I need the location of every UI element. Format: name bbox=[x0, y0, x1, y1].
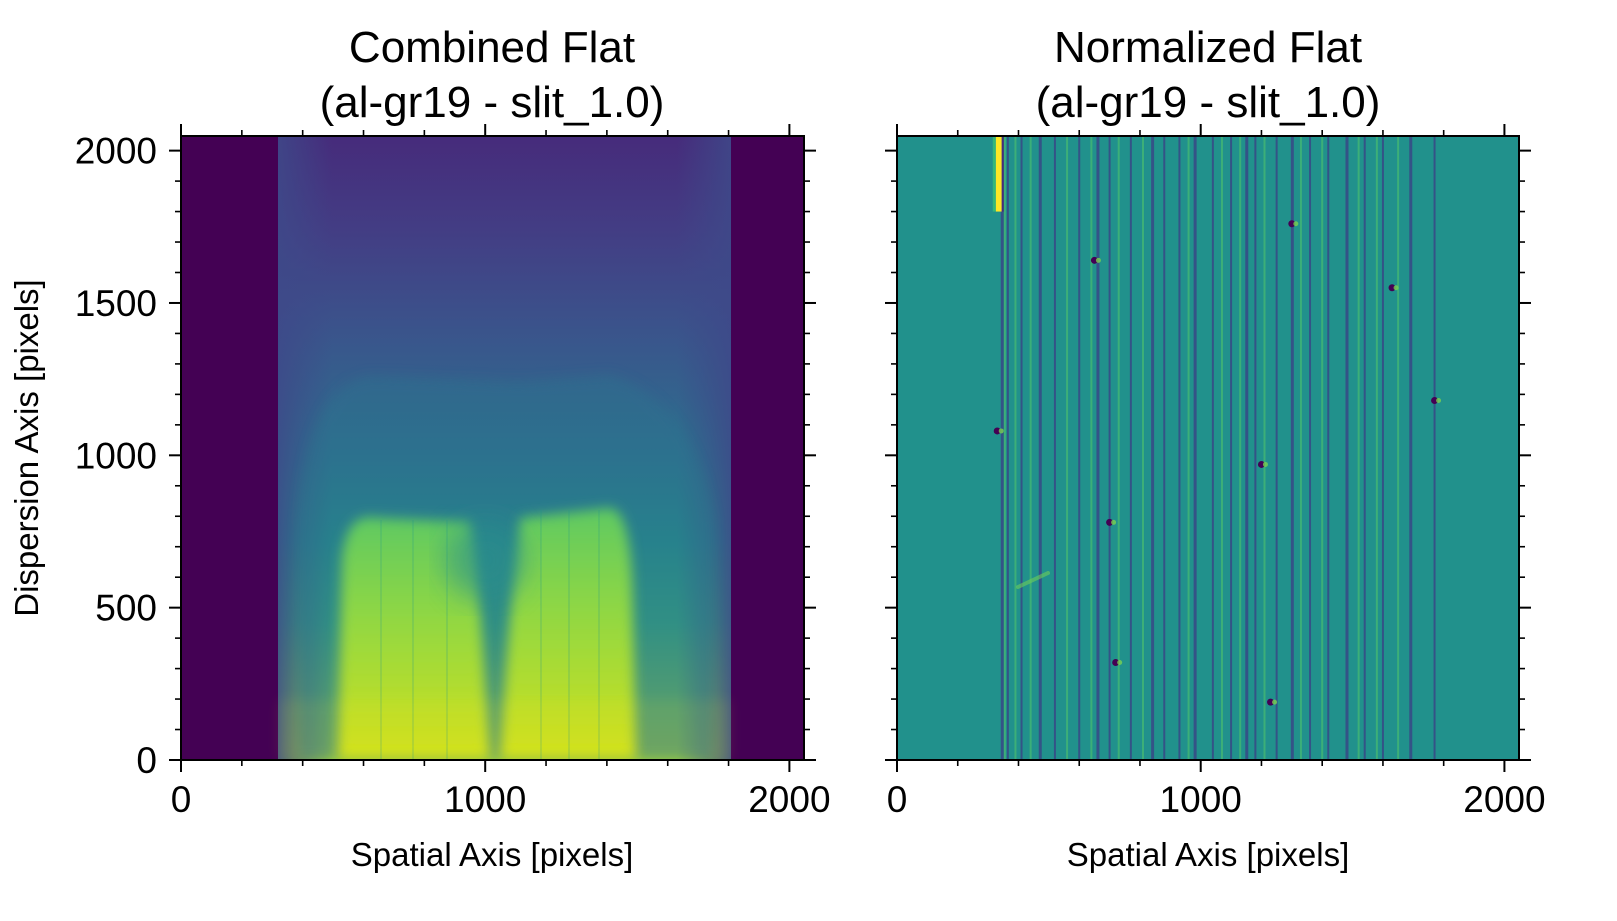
bright-vertical-line bbox=[1117, 136, 1120, 760]
normalized-flat-spots bbox=[993, 220, 1442, 706]
y-tick-label: 2000 bbox=[75, 131, 157, 172]
bright-vertical-line bbox=[1397, 136, 1400, 760]
bright-spot-edge bbox=[998, 428, 1004, 434]
dark-vertical-line bbox=[1096, 136, 1100, 760]
bright-vertical-line bbox=[1187, 136, 1190, 760]
combined-flat-panel: Combined Flat (al-gr19 - slit_1.0) bbox=[8, 23, 831, 873]
bright-vertical-line bbox=[1375, 136, 1378, 760]
bright-lobe-right bbox=[500, 508, 636, 760]
dark-vertical-line bbox=[1409, 136, 1413, 760]
x-tick-label: 2000 bbox=[1463, 779, 1545, 820]
dark-spot bbox=[1257, 460, 1265, 468]
bright-spot-edge bbox=[1393, 285, 1399, 291]
dark-vertical-line bbox=[1178, 136, 1181, 760]
right-ticks: 0 1000 2000 bbox=[885, 124, 1546, 820]
dark-vertical-line bbox=[1254, 136, 1257, 760]
central-dip bbox=[445, 520, 525, 600]
right-title-line2: (al-gr19 - slit_1.0) bbox=[1036, 78, 1381, 127]
x-tick-label: 1000 bbox=[444, 779, 526, 820]
y-tick-label: 1500 bbox=[75, 283, 157, 324]
bright-spot-edge bbox=[1436, 397, 1442, 403]
dark-vertical-line bbox=[1078, 136, 1081, 760]
dark-vertical-line bbox=[1151, 136, 1155, 760]
bright-streak bbox=[995, 136, 1002, 212]
dark-vertical-line bbox=[1363, 136, 1366, 760]
x-tick-label: 0 bbox=[887, 779, 908, 820]
bright-vertical-line bbox=[1220, 136, 1223, 760]
dark-vertical-line bbox=[1193, 136, 1197, 760]
normalized-flat-image bbox=[897, 136, 1519, 760]
bright-vertical-line bbox=[1014, 136, 1017, 760]
bright-spot-edge bbox=[1111, 519, 1117, 525]
dark-spot bbox=[1090, 256, 1098, 264]
left-xlabel: Spatial Axis [pixels] bbox=[351, 836, 633, 873]
bright-vertical-line bbox=[1029, 136, 1032, 760]
dark-vertical-line bbox=[1038, 136, 1042, 760]
dark-vertical-line bbox=[1006, 136, 1009, 760]
dark-vertical-line bbox=[1245, 136, 1249, 760]
dark-vertical-line bbox=[1327, 136, 1330, 760]
bright-vertical-line bbox=[1142, 136, 1145, 760]
normalized-flat-panel: Normalized Flat (al-gr19 - slit_1.0) 0 10… bbox=[885, 23, 1546, 873]
bright-spot-edge bbox=[1272, 699, 1278, 705]
bright-vertical-line bbox=[1239, 136, 1242, 760]
dark-vertical-line bbox=[1381, 136, 1384, 760]
dark-vertical-line bbox=[1020, 136, 1023, 760]
bright-streak-edge bbox=[992, 136, 996, 212]
left-ticks: 0 1000 2000 0 500 1000 1500 2000 bbox=[75, 124, 831, 820]
dark-vertical-line bbox=[1345, 136, 1349, 760]
bright-vertical-line bbox=[1003, 136, 1006, 760]
y-tick-label: 0 bbox=[136, 740, 157, 781]
left-ylabel: Dispersion Axis [pixels] bbox=[8, 279, 45, 616]
bright-spot-edge bbox=[1262, 461, 1268, 467]
dark-vertical-line bbox=[1053, 136, 1056, 760]
bright-vertical-line bbox=[1357, 136, 1360, 760]
normalized-flat-lines bbox=[992, 136, 1436, 760]
bright-vertical-line bbox=[1299, 136, 1302, 760]
bright-spot-edge bbox=[1293, 221, 1299, 227]
dark-vertical-line bbox=[1211, 136, 1214, 760]
dark-spot bbox=[1112, 659, 1120, 666]
bright-vertical-line bbox=[1066, 136, 1069, 760]
dark-vertical-line bbox=[1163, 136, 1166, 760]
bright-spot-edge bbox=[1117, 660, 1123, 665]
dark-spot bbox=[1388, 284, 1396, 292]
dark-vertical-line bbox=[1108, 136, 1111, 760]
diagonal-smear bbox=[1016, 571, 1050, 589]
dark-spot bbox=[1267, 698, 1275, 706]
dark-vertical-line bbox=[1290, 136, 1294, 760]
left-title-line2: (al-gr19 - slit_1.0) bbox=[320, 78, 665, 127]
bright-vertical-line bbox=[1263, 136, 1266, 760]
x-tick-label: 2000 bbox=[748, 779, 830, 820]
x-tick-label: 1000 bbox=[1160, 779, 1242, 820]
dark-spot bbox=[1106, 518, 1114, 526]
y-tick-label: 500 bbox=[95, 588, 157, 629]
left-title-line1: Combined Flat bbox=[349, 23, 635, 72]
right-axes-frame bbox=[896, 135, 1520, 761]
dark-spot bbox=[993, 427, 1001, 435]
right-title-line1: Normalized Flat bbox=[1054, 23, 1362, 72]
y-tick-label: 1000 bbox=[75, 435, 157, 476]
lobe-streaks bbox=[380, 510, 600, 760]
right-xlabel: Spatial Axis [pixels] bbox=[1067, 836, 1349, 873]
bright-vertical-line bbox=[1090, 136, 1093, 760]
combined-flat-image bbox=[181, 136, 804, 760]
dark-vertical-line bbox=[1230, 136, 1233, 760]
dark-vertical-line bbox=[1129, 136, 1132, 760]
dark-vertical-line bbox=[1433, 136, 1436, 760]
dark-vertical-line bbox=[1275, 136, 1278, 760]
dark-vertical-line bbox=[1000, 136, 1004, 760]
bright-streak-shadow bbox=[1001, 136, 1004, 212]
dark-spot bbox=[1288, 220, 1296, 228]
x-tick-label: 0 bbox=[171, 779, 192, 820]
bright-vertical-line bbox=[1321, 136, 1324, 760]
dark-spot bbox=[1431, 396, 1439, 404]
bright-spot-edge bbox=[1095, 257, 1101, 263]
dark-vertical-line bbox=[1309, 136, 1312, 760]
left-axes-frame bbox=[180, 135, 805, 761]
